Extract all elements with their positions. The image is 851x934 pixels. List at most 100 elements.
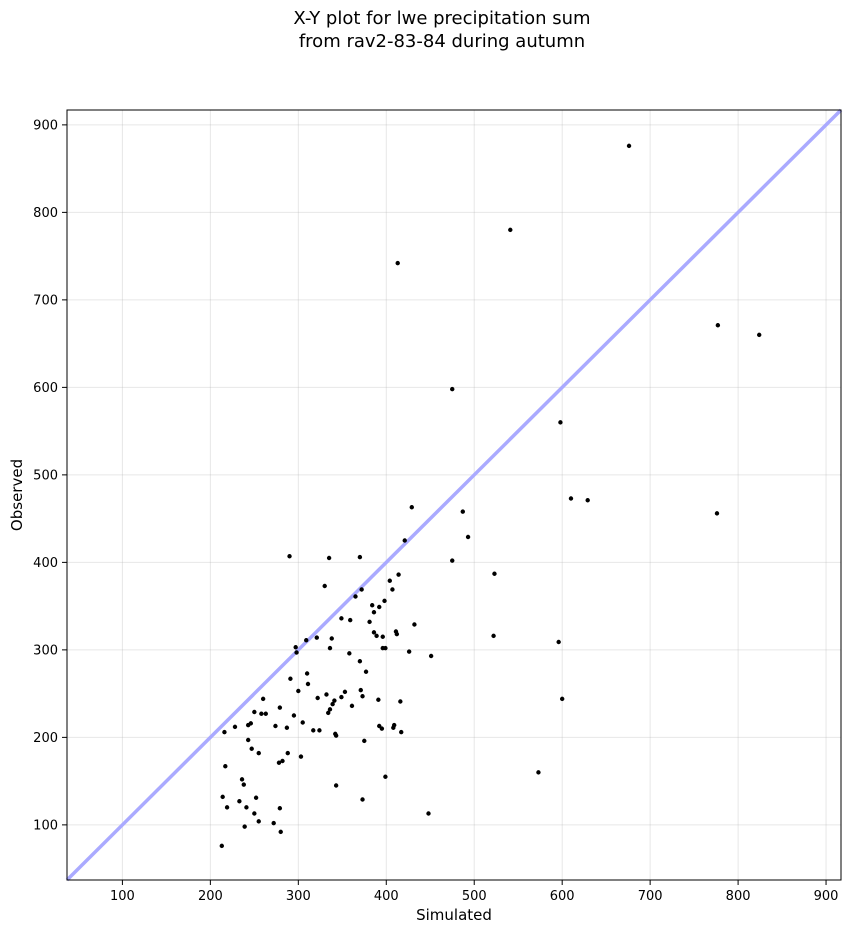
y-tick-label: 700 <box>33 293 58 308</box>
x-tick-label: 600 <box>550 889 575 904</box>
data-point <box>568 496 574 501</box>
data-point <box>390 587 395 592</box>
axis-ticks: 100 200 300 400 500 600 700 800 900 100 200 300 400 5… <box>33 118 838 904</box>
data-point <box>273 723 278 729</box>
x-tick-label: 800 <box>726 889 751 904</box>
data-point <box>391 722 397 728</box>
data-point <box>263 711 268 716</box>
data-point <box>349 703 355 709</box>
data-point <box>284 725 290 730</box>
data-point <box>339 616 344 621</box>
data-point <box>305 681 311 687</box>
data-point <box>465 534 471 540</box>
data-point <box>348 617 353 623</box>
data-point <box>357 659 363 664</box>
data-point <box>396 572 401 577</box>
x-tick-label: 900 <box>814 889 839 904</box>
data-point <box>314 635 319 640</box>
plot-frame <box>66 109 842 881</box>
data-point <box>256 819 261 824</box>
data-point <box>379 726 385 731</box>
y-tick-label: 900 <box>33 118 58 133</box>
data-point <box>298 754 304 759</box>
data-point <box>402 538 407 543</box>
data-point <box>360 694 365 699</box>
data-point <box>409 505 414 510</box>
data-point <box>220 794 225 800</box>
data-point <box>383 645 388 651</box>
data-point <box>371 610 377 615</box>
data-point <box>324 692 329 697</box>
data-point <box>333 733 339 738</box>
data-point <box>395 260 400 266</box>
data-point <box>460 509 465 514</box>
grid <box>67 110 841 880</box>
data-point <box>260 696 266 702</box>
data-point <box>224 805 230 810</box>
data-point <box>362 738 367 744</box>
data-point <box>330 701 335 707</box>
data-point <box>287 554 292 559</box>
data-point <box>239 777 245 782</box>
data-point <box>277 705 283 710</box>
data-point <box>291 713 297 718</box>
y-tick-label: 500 <box>33 468 58 483</box>
data-point <box>242 824 247 829</box>
data-point <box>339 694 344 700</box>
data-point <box>382 598 387 604</box>
data-point <box>326 555 332 561</box>
data-point <box>280 758 285 764</box>
data-point <box>311 728 316 733</box>
data-point <box>252 811 257 816</box>
data-point <box>296 688 301 694</box>
y-tick-label: 400 <box>33 556 58 571</box>
x-tick-label: 500 <box>462 889 487 904</box>
data-point <box>556 639 561 645</box>
data-point <box>271 820 276 826</box>
data-point <box>757 332 762 338</box>
data-point <box>278 829 283 835</box>
data-point <box>248 721 254 726</box>
data-point <box>333 783 339 788</box>
y-tick-label: 600 <box>33 381 58 396</box>
data-point <box>300 720 305 725</box>
data-point <box>398 699 403 704</box>
data-point <box>370 603 375 608</box>
data-point <box>332 698 337 703</box>
data-point <box>358 687 363 693</box>
data-point <box>241 782 246 787</box>
data-point <box>363 669 369 674</box>
x-tick-label: 200 <box>198 889 223 904</box>
data-point <box>536 770 541 775</box>
data-point <box>353 594 358 599</box>
data-point <box>237 799 242 804</box>
x-tick-label: 300 <box>286 889 311 904</box>
data-point <box>450 558 455 563</box>
data-point <box>252 709 257 715</box>
data-point <box>394 631 400 637</box>
x-tick-label: 100 <box>110 889 135 904</box>
data-points <box>219 143 762 849</box>
data-point <box>293 645 298 650</box>
data-point <box>342 689 348 695</box>
data-point <box>357 554 363 560</box>
data-point <box>371 630 377 635</box>
data-point <box>249 746 254 751</box>
data-point <box>322 583 327 589</box>
data-point <box>428 653 434 659</box>
data-point <box>329 636 334 641</box>
y-tick-label: 100 <box>33 818 58 833</box>
data-point <box>256 750 261 756</box>
reference-line-group <box>65 108 843 882</box>
data-point <box>277 806 283 811</box>
data-point <box>558 420 563 425</box>
data-point <box>377 604 382 610</box>
data-point <box>288 676 293 681</box>
data-point <box>412 622 417 627</box>
data-point <box>374 633 379 639</box>
data-point <box>559 696 565 702</box>
y-tick-label: 800 <box>33 206 58 221</box>
data-point <box>304 638 309 643</box>
data-point <box>359 587 364 592</box>
chart-title-line-1: X-Y plot for lwe precipitation sum <box>293 8 590 29</box>
